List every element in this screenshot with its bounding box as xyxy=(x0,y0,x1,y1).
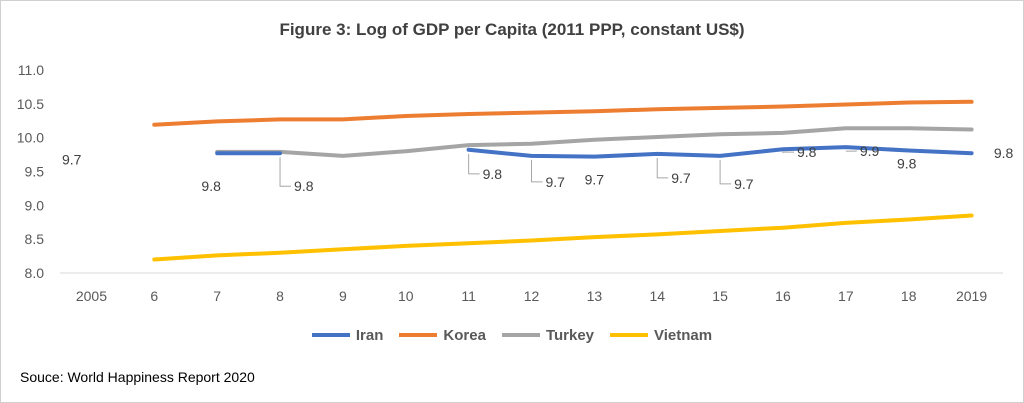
x-tick-label: 16 xyxy=(775,288,791,304)
y-tick-label: 11.0 xyxy=(18,62,44,78)
y-tick-label: 9.0 xyxy=(25,197,45,213)
y-tick-label: 8.5 xyxy=(25,231,45,247)
legend-item-iran: Iran xyxy=(311,326,384,344)
data-label: 9.7 xyxy=(585,172,605,188)
x-tick-label: 17 xyxy=(838,288,854,304)
series-line-vietnam xyxy=(152,213,974,262)
legend-item-vietnam: Vietnam xyxy=(610,327,712,344)
legend-item-turkey: Turkey xyxy=(501,326,595,344)
label-leader-line xyxy=(656,157,669,179)
series-line-iran xyxy=(466,145,974,159)
plot-area: 8.0 8.5 9.0 9.5 10.0 10.5 11.0 2005 6 7 8 9 10 11 12 13… xyxy=(17,62,1014,304)
x-tick-label: 10 xyxy=(398,288,414,304)
legend: Iran Korea Turkey Vietnam xyxy=(0,326,1024,344)
source-note: Souce: World Happiness Report 2020 xyxy=(20,369,255,385)
data-label: 9.8 xyxy=(994,145,1014,161)
legend-swatch xyxy=(610,332,649,337)
axes: 8.0 8.5 9.0 9.5 10.0 10.5 11.0 2005 6 7 8 9 10 11 12 13… xyxy=(17,62,1003,304)
x-tick-label: 15 xyxy=(712,288,728,304)
legend-swatch xyxy=(501,332,540,337)
data-label: 9.7 xyxy=(62,152,82,168)
data-label: 9.7 xyxy=(734,176,754,192)
data-labels: 9.7 9.8 9.8 9.8 9.7 9.7 9.7 9.7 9.8 9.9 9.8 9.8 xyxy=(62,143,1014,194)
x-tick-label: 14 xyxy=(649,288,665,304)
series-lines xyxy=(152,99,974,262)
chart-title: Figure 3: Log of GDP per Capita (2011 PP… xyxy=(279,20,745,39)
x-tick-label: 9 xyxy=(339,288,347,304)
x-tick-label: 12 xyxy=(524,288,540,304)
x-tick-label: 6 xyxy=(150,288,158,304)
data-label: 9.9 xyxy=(860,143,880,159)
x-tick-label: 18 xyxy=(901,288,917,304)
data-label: 9.7 xyxy=(671,170,691,186)
x-tick-label: 2019 xyxy=(956,288,987,304)
data-label: 9.8 xyxy=(797,144,817,160)
x-tick-label: 8 xyxy=(276,288,284,304)
data-label: 9.8 xyxy=(483,166,503,182)
y-tick-label: 8.0 xyxy=(25,265,45,281)
data-label: 9.8 xyxy=(897,156,917,172)
label-leader-line xyxy=(719,159,732,185)
legend-item-korea: Korea xyxy=(399,327,486,344)
data-label: 9.8 xyxy=(294,178,314,194)
label-leaders xyxy=(279,150,857,187)
legend-label: Iran xyxy=(355,326,384,344)
legend-swatch xyxy=(399,332,438,337)
series-line-korea xyxy=(152,99,974,127)
label-leader-line xyxy=(782,151,794,154)
label-leader-line xyxy=(468,153,480,175)
x-tick-label: 2005 xyxy=(76,288,107,304)
legend-swatch xyxy=(311,332,350,337)
label-leader-line xyxy=(531,159,543,183)
data-label: 9.8 xyxy=(201,178,221,194)
label-leader-line xyxy=(279,157,292,187)
series-line-turkey xyxy=(215,126,974,158)
y-tick-label: 10.0 xyxy=(17,130,44,146)
y-tick-label: 10.5 xyxy=(17,96,44,112)
y-tick-label: 9.5 xyxy=(25,164,45,180)
data-label: 9.7 xyxy=(546,174,566,190)
x-tick-label: 7 xyxy=(213,288,221,304)
legend-label: Korea xyxy=(443,326,486,344)
x-tick-label: 11 xyxy=(461,288,476,304)
legend-label: Turkey xyxy=(545,326,595,344)
legend-label: Vietnam xyxy=(654,326,713,344)
x-tick-label: 13 xyxy=(587,288,603,304)
